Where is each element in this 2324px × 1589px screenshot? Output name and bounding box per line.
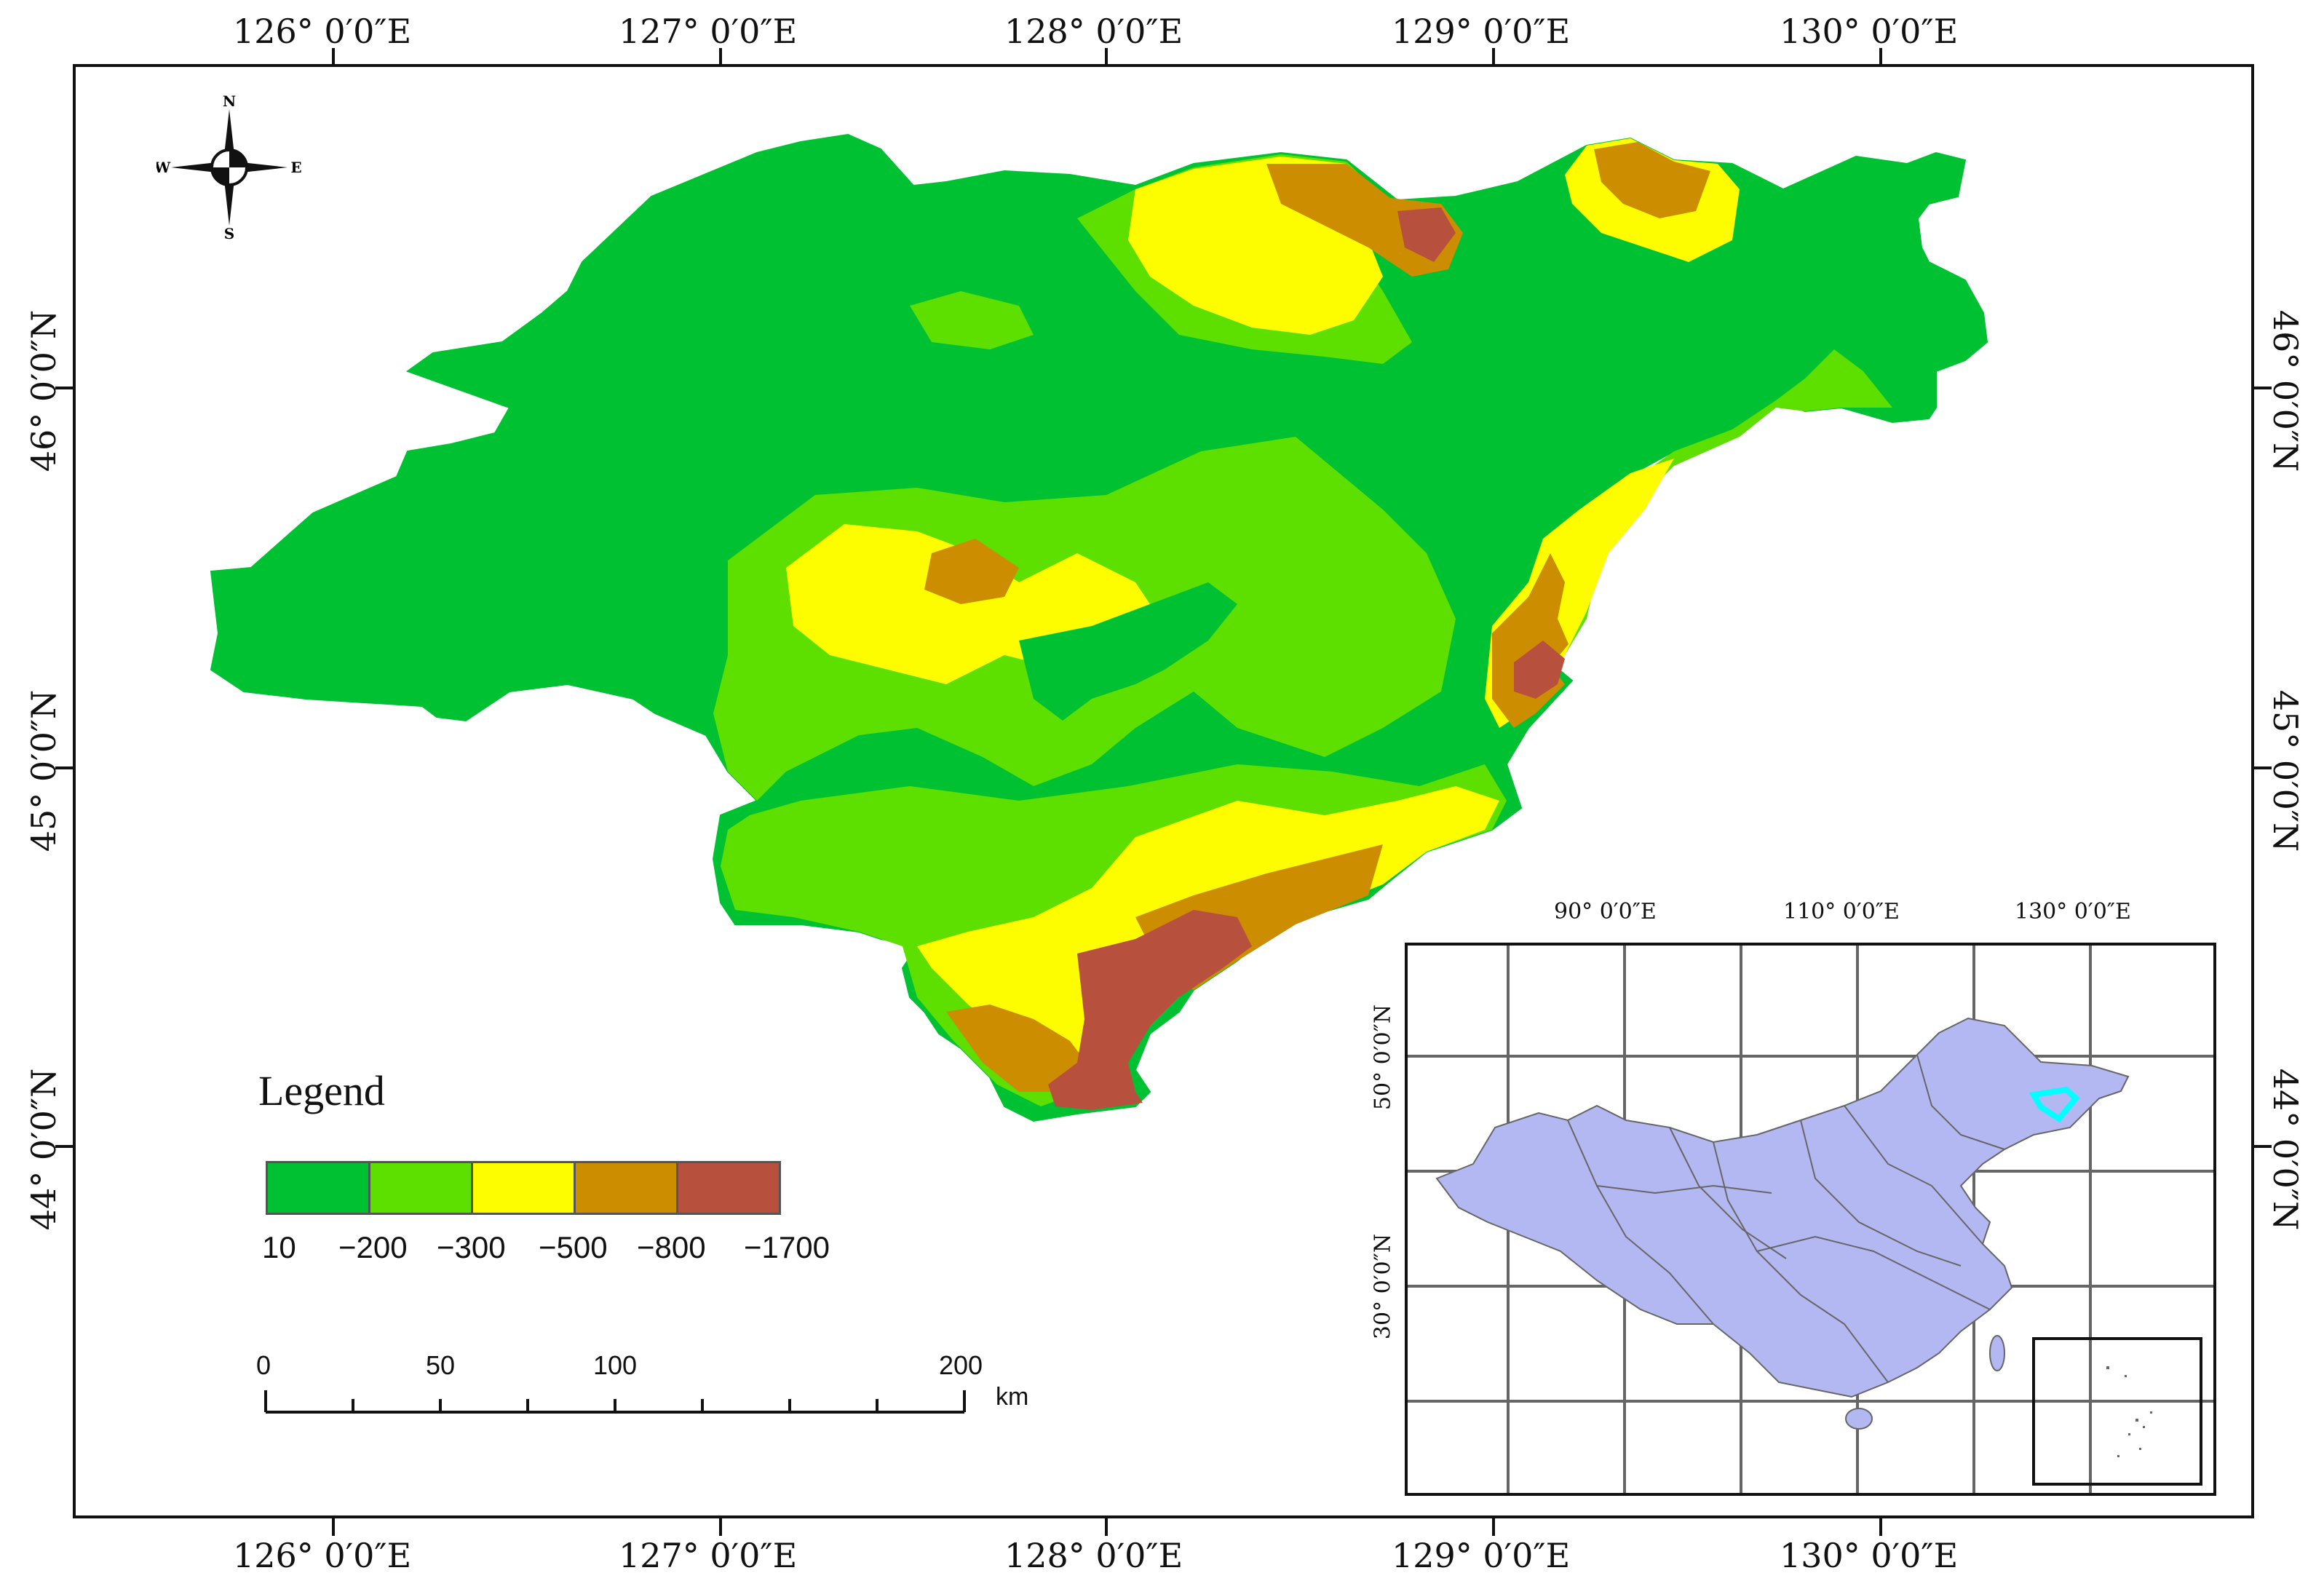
zone-orange bbox=[1594, 142, 1710, 218]
zone-red bbox=[1514, 641, 1565, 699]
legend-color-bar bbox=[266, 1161, 781, 1215]
tick bbox=[332, 1518, 335, 1536]
legend-title: Legend bbox=[258, 1067, 385, 1114]
zone-orange bbox=[924, 539, 1019, 604]
legend-swatch bbox=[576, 1163, 678, 1213]
legend-value: −800 bbox=[637, 1230, 706, 1264]
scale-label: 200 bbox=[939, 1350, 983, 1380]
legend-value: −1700 bbox=[744, 1230, 830, 1264]
top-x-label: 126° 0′0″E bbox=[233, 12, 412, 51]
study-area-highlight bbox=[2028, 1086, 2080, 1123]
bottom-x-label: 126° 0′0″E bbox=[233, 1536, 412, 1575]
scale-label: 100 bbox=[593, 1350, 638, 1380]
legend-swatch bbox=[678, 1163, 779, 1213]
legend-value: −200 bbox=[338, 1230, 408, 1264]
bottom-x-label: 128° 0′0″E bbox=[1004, 1536, 1183, 1575]
legend-value: −300 bbox=[437, 1230, 506, 1264]
bottom-x-label: 130° 0′0″E bbox=[1780, 1536, 1959, 1575]
inset-y-label: 30° 0′0″N bbox=[1370, 1233, 1396, 1340]
top-x-label: 129° 0′0″E bbox=[1392, 12, 1571, 51]
legend-swatch bbox=[370, 1163, 473, 1213]
tick bbox=[2254, 766, 2272, 769]
tick bbox=[719, 48, 722, 66]
tick bbox=[1492, 48, 1495, 66]
zone-orange bbox=[946, 1004, 1092, 1092]
hainan-island bbox=[1845, 1408, 1873, 1430]
tick bbox=[719, 1518, 722, 1536]
legend-swatch bbox=[268, 1163, 370, 1213]
scale-bar bbox=[264, 1390, 966, 1414]
inset-y-label: 50° 0′0″N bbox=[1370, 1004, 1396, 1111]
scale-label: 0 bbox=[256, 1350, 271, 1380]
inset-x-label: 110° 0′0″E bbox=[1783, 899, 1900, 924]
china-outline bbox=[1435, 1017, 2130, 1398]
legend-value: −500 bbox=[539, 1230, 608, 1264]
compass-e: E bbox=[290, 159, 301, 176]
map-frame bbox=[73, 64, 2254, 1518]
tick bbox=[55, 1145, 73, 1148]
north-arrow-icon: N S E W bbox=[156, 95, 302, 240]
tick bbox=[1105, 48, 1108, 66]
tick bbox=[1105, 1518, 1108, 1536]
bottom-x-label: 129° 0′0″E bbox=[1392, 1536, 1571, 1575]
tick bbox=[1879, 48, 1882, 66]
tick bbox=[1492, 1518, 1495, 1536]
tick bbox=[2254, 1145, 2272, 1148]
zone-red bbox=[1048, 910, 1252, 1110]
zone-light-green bbox=[910, 291, 1034, 349]
tick bbox=[332, 48, 335, 66]
top-x-label: 128° 0′0″E bbox=[1004, 12, 1183, 51]
inset-map-svg bbox=[1408, 946, 2213, 1493]
tick bbox=[1879, 1518, 1882, 1536]
tick bbox=[55, 387, 73, 389]
top-x-label: 130° 0′0″E bbox=[1780, 12, 1959, 51]
inset-map bbox=[1405, 943, 2216, 1496]
scale-unit: km bbox=[996, 1383, 1029, 1411]
compass-s: S bbox=[224, 225, 234, 240]
inset-x-label: 130° 0′0″E bbox=[2015, 899, 2131, 924]
inset-x-label: 90° 0′0″E bbox=[1554, 899, 1657, 924]
zone-valley bbox=[1019, 582, 1237, 721]
tick bbox=[55, 766, 73, 769]
bottom-x-label: 127° 0′0″E bbox=[619, 1536, 798, 1575]
legend-value: 10 bbox=[262, 1230, 296, 1264]
tick bbox=[2254, 387, 2272, 389]
south-china-sea-inset bbox=[2032, 1337, 2202, 1486]
zone-red bbox=[1397, 207, 1456, 262]
top-x-label: 127° 0′0″E bbox=[619, 12, 798, 51]
scale-label: 50 bbox=[426, 1350, 456, 1380]
compass-w: W bbox=[156, 159, 171, 176]
compass-n: N bbox=[223, 95, 236, 110]
legend-swatch bbox=[473, 1163, 576, 1213]
taiwan-island bbox=[1989, 1335, 2005, 1371]
